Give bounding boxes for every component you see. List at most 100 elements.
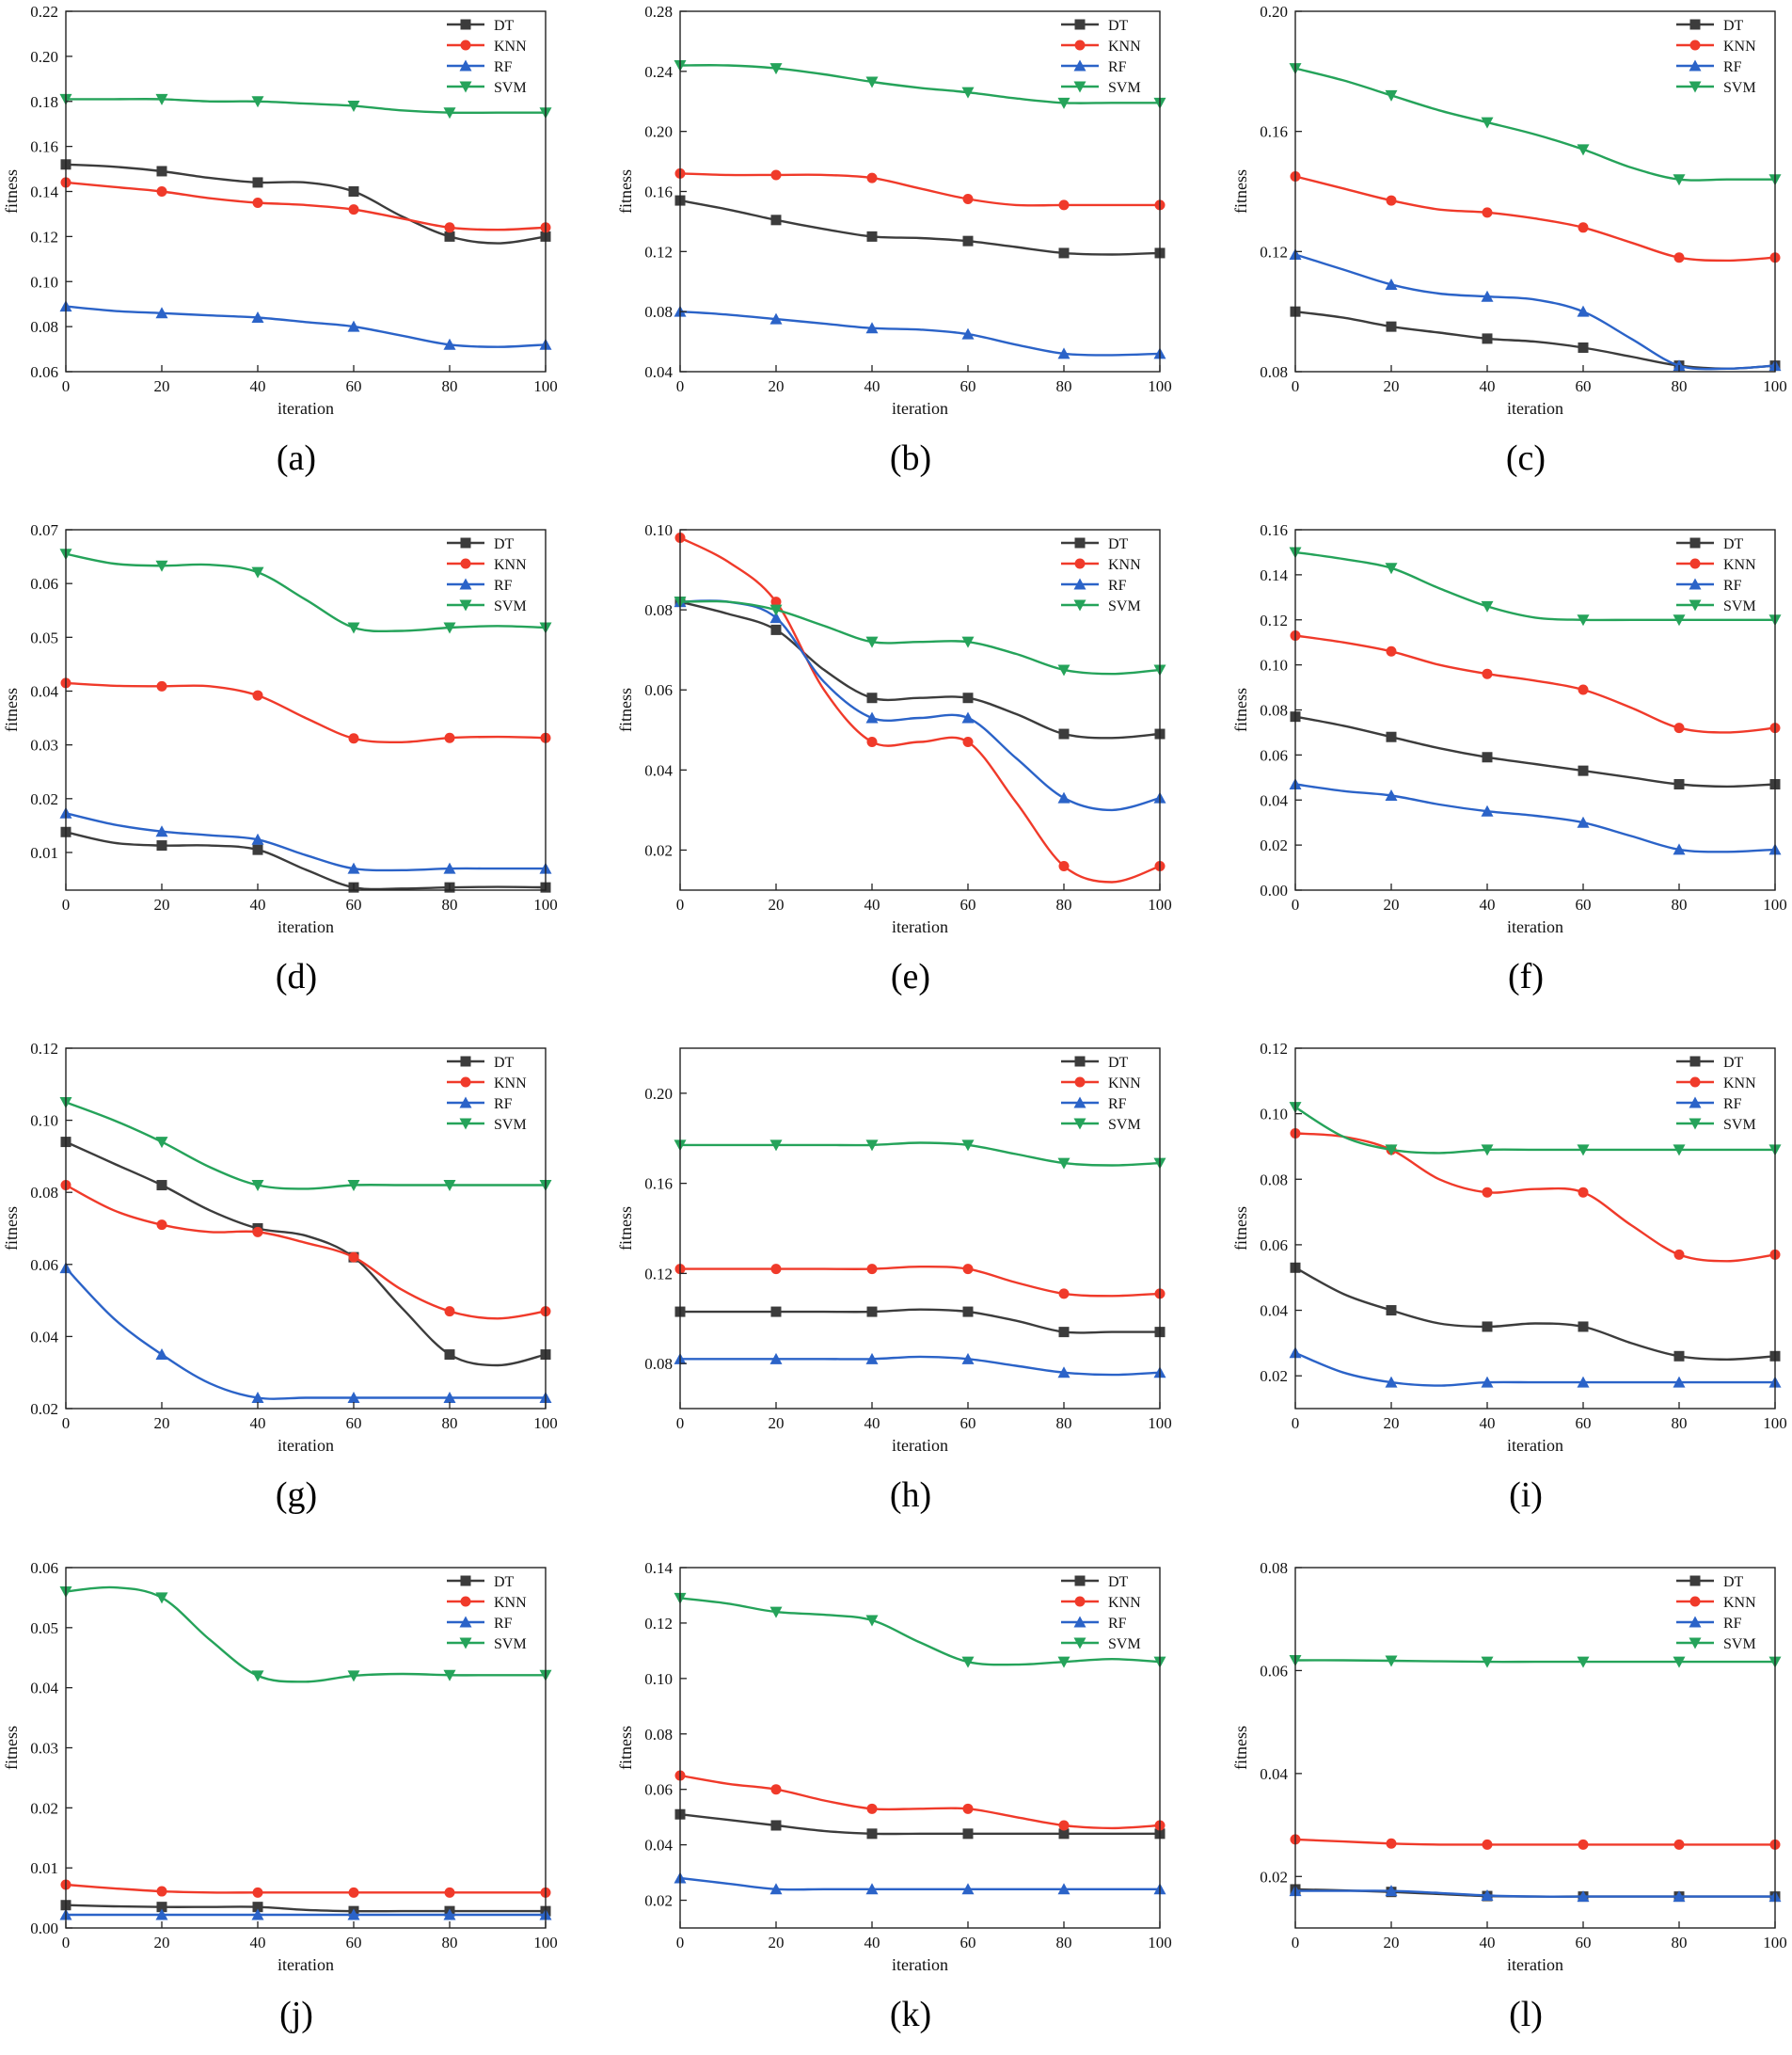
plot-frame bbox=[679, 1047, 1161, 1410]
data-point-rf bbox=[347, 1908, 360, 1920]
data-point-knn bbox=[1673, 1839, 1685, 1850]
legend-item-rf: RF bbox=[1061, 1096, 1127, 1112]
y-tick-label: 0.05 bbox=[30, 1619, 58, 1637]
legend-item-dt: DT bbox=[1061, 1574, 1129, 1590]
data-point-dt bbox=[866, 231, 878, 242]
legend-label: DT bbox=[494, 18, 515, 34]
series-line-svm bbox=[679, 599, 1161, 676]
y-tick-label: 0.16 bbox=[644, 1175, 673, 1193]
legend-label: DT bbox=[1723, 18, 1744, 34]
data-point-svm bbox=[251, 1180, 264, 1192]
data-point-rf bbox=[443, 1392, 456, 1404]
x-tick-label: 60 bbox=[346, 1414, 362, 1432]
panel-label: (i) bbox=[1509, 1475, 1543, 1515]
y-tick-label: 0.10 bbox=[30, 1112, 58, 1130]
data-point-knn bbox=[1482, 668, 1493, 679]
x-tick-label: 0 bbox=[676, 377, 685, 395]
y-tick-label: 0.04 bbox=[644, 363, 673, 381]
y-tick-label: 0.06 bbox=[644, 681, 673, 699]
data-point-dt bbox=[1386, 731, 1397, 742]
legend-label: DT bbox=[494, 1055, 515, 1071]
legend-marker-rf bbox=[1689, 578, 1702, 590]
data-point-svm bbox=[251, 96, 264, 108]
legend-marker-dt bbox=[1074, 1575, 1086, 1586]
y-axis-label: fitness bbox=[616, 1726, 635, 1770]
y-tick-label: 0.07 bbox=[30, 521, 58, 539]
legend-item-knn: KNN bbox=[1061, 1075, 1141, 1091]
legend-marker-svm bbox=[459, 599, 472, 612]
data-point-rf bbox=[347, 1392, 360, 1404]
data-point-svm bbox=[961, 1139, 975, 1152]
series-line-dt bbox=[65, 1140, 547, 1367]
y-tick-label: 0.06 bbox=[1260, 746, 1288, 764]
panel-f: 0 20 40 60 80 100 0.00 0.02 0.04 0.06 0.08 0.10 0.12… bbox=[1231, 521, 1787, 996]
legend-item-dt: DT bbox=[1676, 536, 1744, 552]
y-tick-label: 0.08 bbox=[30, 1184, 58, 1202]
data-point-dt bbox=[1058, 1327, 1070, 1338]
x-axis-label: iteration bbox=[278, 917, 334, 936]
data-point-svm bbox=[347, 101, 360, 113]
series-line-dt bbox=[679, 1813, 1160, 1836]
data-point-dt bbox=[1673, 1350, 1685, 1362]
x-tick-label: 20 bbox=[1384, 1414, 1400, 1432]
y-tick-label: 0.06 bbox=[30, 363, 58, 381]
data-point-knn bbox=[348, 1251, 359, 1263]
panel-label: (d) bbox=[276, 957, 317, 996]
y-tick-label: 0.02 bbox=[30, 1400, 58, 1418]
y-tick-label: 0.12 bbox=[30, 228, 58, 246]
panel-k: 0 20 40 60 80 100 0.02 0.04 0.06 0.08 0.10 0.12 0.14… bbox=[616, 1559, 1172, 2034]
legend-marker-rf bbox=[459, 1096, 472, 1108]
data-point-dt bbox=[1578, 765, 1589, 776]
data-point-knn bbox=[1058, 199, 1070, 211]
y-tick-label: 0.04 bbox=[1260, 1765, 1288, 1783]
y-tick-label: 0.10 bbox=[644, 521, 673, 539]
data-point-dt bbox=[962, 1828, 974, 1840]
data-point-knn bbox=[156, 1219, 167, 1231]
legend-item-knn: KNN bbox=[447, 557, 527, 573]
y-tick-label: 0.04 bbox=[644, 1837, 673, 1855]
data-point-dt bbox=[444, 1349, 455, 1361]
y-tick-label: 0.04 bbox=[1260, 791, 1288, 809]
data-point-dt bbox=[1673, 778, 1685, 789]
data-point-rf bbox=[1481, 804, 1494, 817]
series-line-dt bbox=[65, 831, 547, 891]
series-line-rf bbox=[65, 812, 546, 872]
data-point-dt bbox=[962, 1306, 974, 1317]
data-point-rf bbox=[155, 1908, 168, 1920]
x-axis-label: iteration bbox=[892, 1955, 948, 1974]
data-point-knn bbox=[962, 1803, 974, 1814]
legend-label: RF bbox=[494, 1616, 513, 1632]
x-tick-label: 20 bbox=[769, 896, 785, 914]
data-point-dt bbox=[770, 1306, 782, 1317]
y-tick-label: 0.02 bbox=[1260, 1367, 1288, 1385]
legend-label: SVM bbox=[1108, 598, 1141, 614]
data-point-svm bbox=[769, 1606, 783, 1618]
y-tick-label: 0.20 bbox=[30, 48, 58, 66]
x-tick-label: 80 bbox=[1672, 377, 1688, 395]
y-tick-label: 0.12 bbox=[1260, 243, 1288, 261]
legend-item-rf: RF bbox=[1676, 1616, 1742, 1632]
legend-item-svm: SVM bbox=[1061, 598, 1141, 614]
series-line-svm bbox=[65, 1585, 546, 1683]
data-point-knn bbox=[156, 186, 167, 197]
legend-marker-svm bbox=[459, 81, 472, 93]
data-point-rf bbox=[251, 1908, 264, 1920]
data-point-knn bbox=[770, 1784, 782, 1795]
y-tick-label: 0.24 bbox=[644, 63, 673, 81]
data-point-rf bbox=[1481, 1376, 1494, 1388]
series-line-dt bbox=[679, 1308, 1160, 1334]
x-axis-label: iteration bbox=[278, 399, 334, 418]
x-tick-label: 0 bbox=[676, 1414, 685, 1432]
x-axis-label: iteration bbox=[1507, 1955, 1563, 1974]
x-axis-label: iteration bbox=[892, 917, 948, 936]
y-axis-label: fitness bbox=[616, 1206, 635, 1251]
data-point-rf bbox=[1057, 1366, 1070, 1378]
data-point-dt bbox=[156, 840, 167, 852]
y-tick-label: 0.06 bbox=[30, 575, 58, 593]
data-point-knn bbox=[1482, 207, 1493, 218]
data-point-knn bbox=[1386, 195, 1397, 206]
x-tick-label: 0 bbox=[1292, 1934, 1300, 1951]
y-axis-label: fitness bbox=[616, 688, 635, 732]
y-tick-label: 0.01 bbox=[30, 844, 58, 862]
data-point-knn bbox=[1673, 252, 1685, 263]
